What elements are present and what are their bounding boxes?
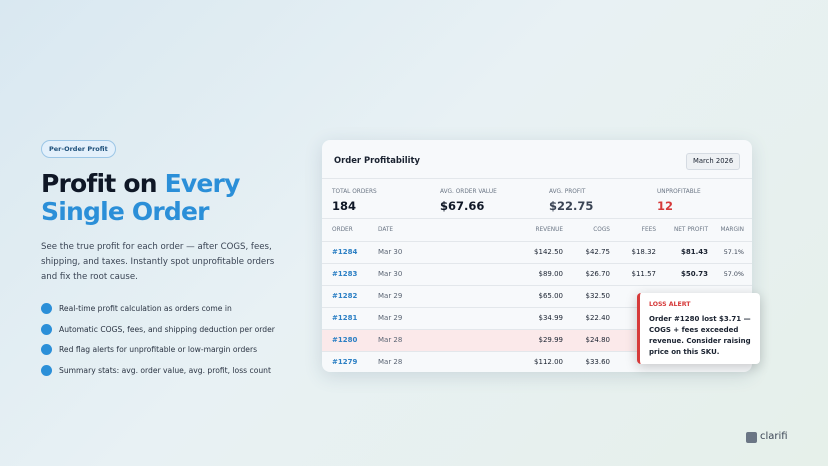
badge: Per-Order Profit xyxy=(41,140,116,158)
feature: Real-time profit calculation as orders c… xyxy=(41,302,232,316)
table-row: #1282 Mar 29 $65.00 $32.50 xyxy=(322,285,752,307)
card-title: Order Profitability xyxy=(334,155,420,165)
table-cell: $26.70 xyxy=(585,270,611,278)
check-icon xyxy=(41,364,52,376)
table-cell: Mar 29 xyxy=(378,292,403,300)
table-cell: $33.60 xyxy=(585,358,611,366)
order-link[interactable]: #1281 xyxy=(332,314,358,322)
feature-text: Summary stats: avg. order value, avg. pr… xyxy=(59,365,271,375)
loss-alert: LOSS ALERT Order #1280 lost $3.71 — COGS… xyxy=(637,293,760,364)
table-row: #1284 Mar 30 $142.50 $42.75 $18.32 $81.43 57.1… xyxy=(322,241,752,263)
stat-value: $67.66 xyxy=(440,199,485,213)
table-cell: $112.00 xyxy=(534,358,563,366)
table-cell: $32.50 xyxy=(585,292,611,300)
alert-text: Order #1280 lost $3.71 — COGS + fees exc… xyxy=(649,315,751,356)
table-cell: Mar 28 xyxy=(378,358,403,366)
feature-text: Red flag alerts for unprofitable or low-… xyxy=(59,345,258,354)
table-cell: $89.00 xyxy=(538,270,564,278)
feature-text: Real-time profit calculation as orders c… xyxy=(59,304,232,313)
headline-highlight: Every Single Order xyxy=(41,169,240,226)
table-cell: $11.57 xyxy=(631,270,657,278)
table-cell: Mar 30 xyxy=(378,248,403,256)
stat-value: 184 xyxy=(332,199,357,213)
stat-label: TOTAL ORDERS xyxy=(332,189,377,195)
divider xyxy=(322,178,752,179)
table-cell: 57.0% xyxy=(723,270,744,278)
check-icon xyxy=(41,344,52,355)
check-icon xyxy=(41,323,52,335)
table-cell: $142.50 xyxy=(534,248,563,256)
column-header: DATE xyxy=(378,227,394,233)
column-header: FEES xyxy=(641,227,656,233)
feature: Red flag alerts for unprofitable or low-… xyxy=(41,343,257,357)
stat-value: $22.75 xyxy=(549,199,594,213)
table-cell: 57.1% xyxy=(723,248,744,256)
table-cell: $29.99 xyxy=(538,336,564,344)
stat-label: AVG. ORDER VALUE xyxy=(440,189,497,195)
check-icon xyxy=(41,303,52,314)
logo-text: clarifi xyxy=(760,431,788,442)
divider xyxy=(322,218,752,219)
feature: Automatic COGS, fees, and shipping deduc… xyxy=(41,323,275,337)
column-header: ORDER xyxy=(332,227,353,233)
order-link[interactable]: #1280 xyxy=(332,336,358,344)
stat-label: UNPROFITABLE xyxy=(657,189,701,195)
feature-text: Automatic COGS, fees, and shipping deduc… xyxy=(59,324,275,334)
column-header: NET PROFIT xyxy=(673,227,708,233)
column-header: REVENUE xyxy=(535,227,563,233)
alert-title: LOSS ALERT xyxy=(649,301,691,308)
column-header: COGS xyxy=(593,227,610,233)
order-link[interactable]: #1279 xyxy=(332,358,358,366)
table-cell: $81.43 xyxy=(680,248,708,256)
order-link[interactable]: #1283 xyxy=(332,270,358,278)
description: See the true profit for each order — aft… xyxy=(41,242,275,282)
table-row: #1279 Mar 28 $112.00 $33.60 xyxy=(322,351,752,372)
column-header: MARGIN xyxy=(720,227,744,233)
table-row: #1283 Mar 30 $89.00 $26.70 $11.57 $50.73 57.0% xyxy=(322,263,752,285)
table-cell: $34.99 xyxy=(538,314,564,322)
logo: clarifi xyxy=(746,431,788,443)
table-cell: $42.75 xyxy=(585,248,611,256)
headline-plain: Profit on xyxy=(41,169,158,198)
stat-label: AVG. PROFIT xyxy=(549,189,586,195)
table-cell: Mar 29 xyxy=(378,314,403,322)
table-cell: $18.32 xyxy=(631,248,657,256)
order-link[interactable]: #1284 xyxy=(332,248,358,256)
feature: Summary stats: avg. order value, avg. pr… xyxy=(41,364,271,378)
table-cell: Mar 28 xyxy=(378,336,403,344)
table-cell: $65.00 xyxy=(538,292,564,300)
headline: Profit on Every Single Order xyxy=(41,170,301,226)
table-cell: $50.73 xyxy=(680,270,708,278)
order-link[interactable]: #1282 xyxy=(332,292,358,300)
date-button[interactable]: March 2026 xyxy=(686,153,741,170)
table-cell: $24.80 xyxy=(585,336,611,344)
stat-value: 12 xyxy=(657,199,674,213)
table-cell: Mar 30 xyxy=(378,270,403,278)
table-row: #1281 Mar 29 $34.99 $22.40 xyxy=(322,307,752,329)
table-cell: $22.40 xyxy=(585,314,611,322)
